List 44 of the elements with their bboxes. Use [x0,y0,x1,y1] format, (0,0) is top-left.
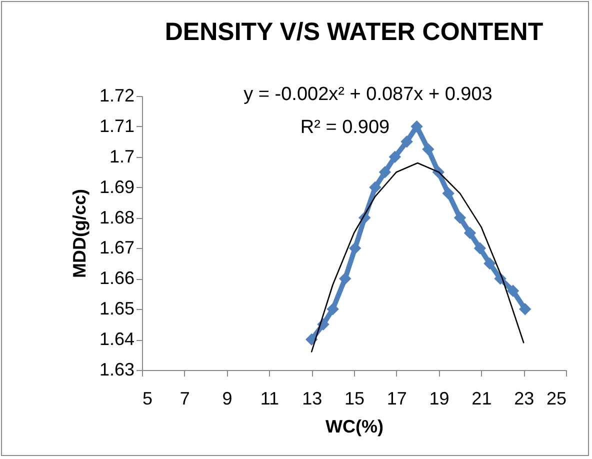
line-series [310,162,524,352]
point [400,136,413,148]
point [410,120,423,133]
chart-title: DENSITY V/S WATER CONTENT [164,18,544,46]
x-tick-label: 25 [546,388,566,408]
point [369,181,382,194]
y-axis-title: MDD(g/cc) [69,188,90,278]
y-tick-label: 1.69 [99,176,134,197]
x-tick-label: 23 [514,388,534,408]
point [464,226,476,240]
x-tick-label: 15 [344,388,365,408]
point [348,242,362,254]
y-tick-label: 1.66 [99,268,134,288]
x-tick-label: 5 [142,388,153,408]
y-tick-label: 1.68 [99,207,134,228]
point [506,284,520,297]
point [326,302,339,316]
y-tick-label: 1.7 [109,146,134,166]
y-tick-label: 1.67 [99,238,134,258]
annotation: R² = 0.909 [300,117,390,138]
x-axis-title: WC(%) [326,416,384,436]
point [305,333,318,346]
annotation: y = -0.002x² + 0.087x + 0.903 [244,84,492,105]
y-tick-label: 1.71 [99,116,134,136]
point [388,150,402,164]
x-tick-label: 11 [260,388,280,408]
point [474,242,486,254]
x-tick-label: 13 [302,388,322,408]
x-tick-label: 7 [180,388,190,408]
point [338,272,352,285]
y-tick-label: 1.72 [99,86,134,106]
point [378,166,392,178]
point [484,257,496,270]
x-tick-label: 21 [472,388,492,408]
x-tick-label: 9 [222,388,232,408]
point [422,143,434,156]
y-tick-label: 1.63 [99,360,134,380]
y-tick-label: 1.64 [99,329,134,350]
point [442,187,454,200]
y-tick-label: 1.65 [99,298,134,319]
point [518,302,532,316]
x-tick-label: 19 [429,388,450,408]
point [454,212,466,224]
x-tick-label: 17 [386,388,407,408]
